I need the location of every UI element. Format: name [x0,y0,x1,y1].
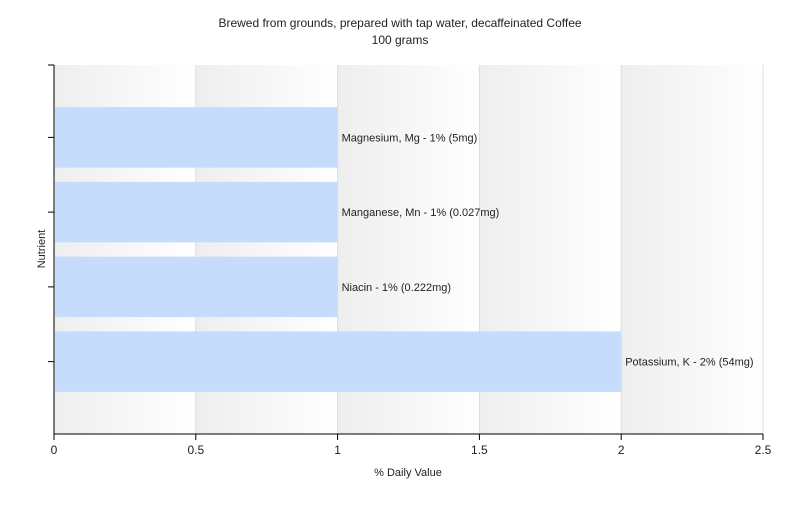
chart-title: Brewed from grounds, prepared with tap w… [218,16,581,30]
bar [55,181,338,243]
x-tick-label: 0 [51,443,58,457]
chart-subtitle: 100 grams [372,33,429,47]
bar-data-label: Niacin - 1% (0.222mg) [342,282,451,294]
bar [55,331,622,392]
bar-data-label: Potassium, K - 2% (54mg) [625,357,753,369]
x-axis-title: % Daily Value [374,467,442,479]
bar [55,107,338,168]
x-tick-label: 1.5 [471,443,488,457]
axis-layer: 0 0.5 1 1.5 2 2.5 [48,64,772,457]
y-axis-title: Nutrient [36,230,48,269]
grid-band [621,65,763,434]
bar-data-label: Manganese, Mn - 1% (0.027mg) [342,207,500,219]
x-tick-label: 1 [334,443,341,457]
bar-layer: Magnesium, Mg - 1% (5mg) Manganese, Mn - … [55,107,754,392]
bar [55,256,338,318]
x-tick-label: 2 [618,443,625,457]
bar-data-label: Magnesium, Mg - 1% (5mg) [342,132,478,144]
x-tick-label: 2.5 [755,443,772,457]
x-tick-label: 0.5 [187,443,204,457]
